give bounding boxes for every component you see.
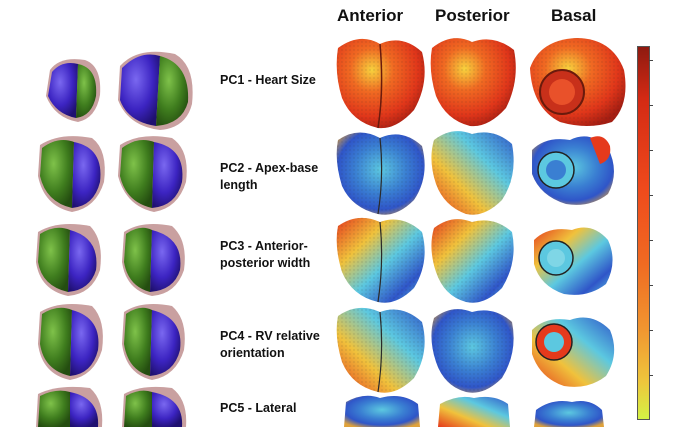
anterior-maps xyxy=(336,38,425,427)
pc2-models xyxy=(38,136,187,212)
basal-maps xyxy=(530,38,626,427)
pc5-models xyxy=(36,386,187,427)
colorbar-tick xyxy=(649,330,653,331)
colorbar-tick xyxy=(649,240,653,241)
pc5-label: PC5 - Lateral xyxy=(220,401,297,415)
colormap-bar xyxy=(637,46,650,420)
colorbar-tick xyxy=(649,150,653,151)
colorbar-tick xyxy=(649,375,653,376)
pc2-label: PC2 - Apex-base length xyxy=(220,161,319,192)
colorbar-tick xyxy=(649,60,653,61)
colorbar-tick xyxy=(649,195,653,196)
pc4-models xyxy=(38,304,185,380)
posterior-maps xyxy=(430,38,516,427)
pc1-models xyxy=(46,51,193,130)
pc1-label: PC1 - Heart Size xyxy=(220,73,316,87)
header-anterior: Anterior xyxy=(337,6,404,25)
pc3-label: PC3 - Anterior-posterior width xyxy=(220,239,311,270)
colorbar-tick xyxy=(649,285,653,286)
header-posterior: Posterior xyxy=(435,6,510,25)
pc4-label: PC4 - RV relative orientation xyxy=(220,329,320,360)
header-basal: Basal xyxy=(551,6,597,25)
colorbar-tick xyxy=(649,105,653,106)
pc3-models xyxy=(36,224,185,296)
